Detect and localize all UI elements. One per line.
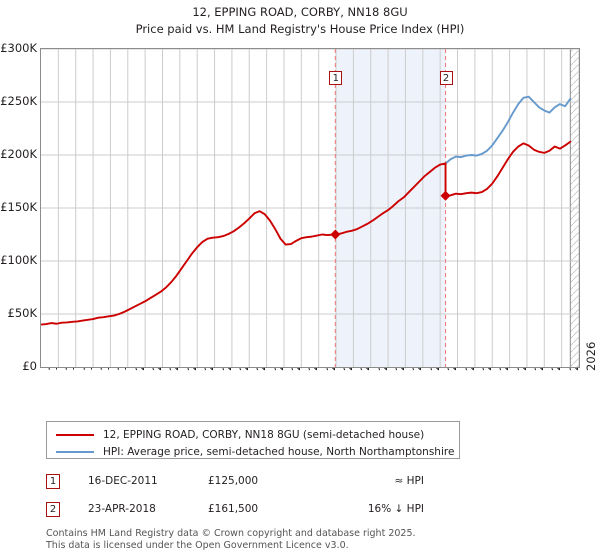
legend-item: 12, EPPING ROAD, CORBY, NN18 8GU (semi-d… [47, 425, 424, 444]
grid-lines [41, 49, 579, 367]
transaction-row[interactable]: 1 16-DEC-2011 £125,000 ≈ HPI [46, 474, 446, 494]
transaction-date: 23-APR-2018 [88, 503, 156, 515]
y-axis-tick-label: £50K [7, 306, 38, 320]
page-subtitle: Price paid vs. HM Land Registry's House … [135, 22, 465, 36]
legend-label: 12, EPPING ROAD, CORBY, NN18 8GU (semi-d… [103, 428, 425, 441]
chart-callout-2[interactable]: 2 [439, 71, 453, 85]
x-axis-tick-label: 2026 [584, 341, 598, 371]
legend-label: HPI: Average price, semi-detached house,… [103, 445, 455, 458]
transaction-price: £125,000 [208, 475, 259, 487]
transaction-date: 16-DEC-2011 [88, 475, 158, 487]
transaction-hpi-delta: 16% ↓ HPI [367, 503, 424, 515]
transaction-badge[interactable]: 1 [46, 474, 60, 489]
transaction-price: £161,500 [208, 503, 259, 515]
chart-svg [41, 49, 579, 367]
y-axis-labels: £0 £50K £100K £150K £200K £250K £300K [0, 0, 40, 560]
legend-item: HPI: Average price, semi-detached house,… [47, 442, 454, 461]
transaction-row[interactable]: 2 23-APR-2018 £161,500 16% ↓ HPI [46, 502, 446, 522]
transaction-hpi-delta: ≈ HPI [394, 475, 424, 487]
footer-attribution: Contains HM Land Registry data © Crown c… [46, 528, 566, 551]
chart-callout-1[interactable]: 1 [329, 71, 343, 85]
page-title: 12, EPPING ROAD, CORBY, NN18 8GU [192, 5, 408, 19]
transaction-markers [330, 190, 451, 240]
y-axis-tick-label: £300K [0, 41, 37, 55]
footer-line-1: Contains HM Land Registry data © Crown c… [46, 528, 416, 539]
title-block: 12, EPPING ROAD, CORBY, NN18 8GU Price p… [0, 4, 600, 38]
legend-color-swatch [56, 450, 94, 453]
hpi-line [444, 95, 572, 165]
legend-color-swatch [56, 433, 94, 436]
chart-legend: 12, EPPING ROAD, CORBY, NN18 8GU (semi-d… [46, 421, 460, 459]
y-axis-tick-label: £150K [0, 200, 37, 214]
y-axis-tick-label: £250K [0, 94, 37, 108]
footer-line-2: This data is licensed under the Open Gov… [46, 539, 349, 551]
transaction-badge[interactable]: 2 [46, 502, 60, 517]
y-axis-tick-label: £200K [0, 147, 37, 161]
y-axis-tick-label: £0 [22, 359, 37, 373]
price-paid-line [41, 140, 572, 326]
y-axis-tick-label: £100K [0, 253, 37, 267]
